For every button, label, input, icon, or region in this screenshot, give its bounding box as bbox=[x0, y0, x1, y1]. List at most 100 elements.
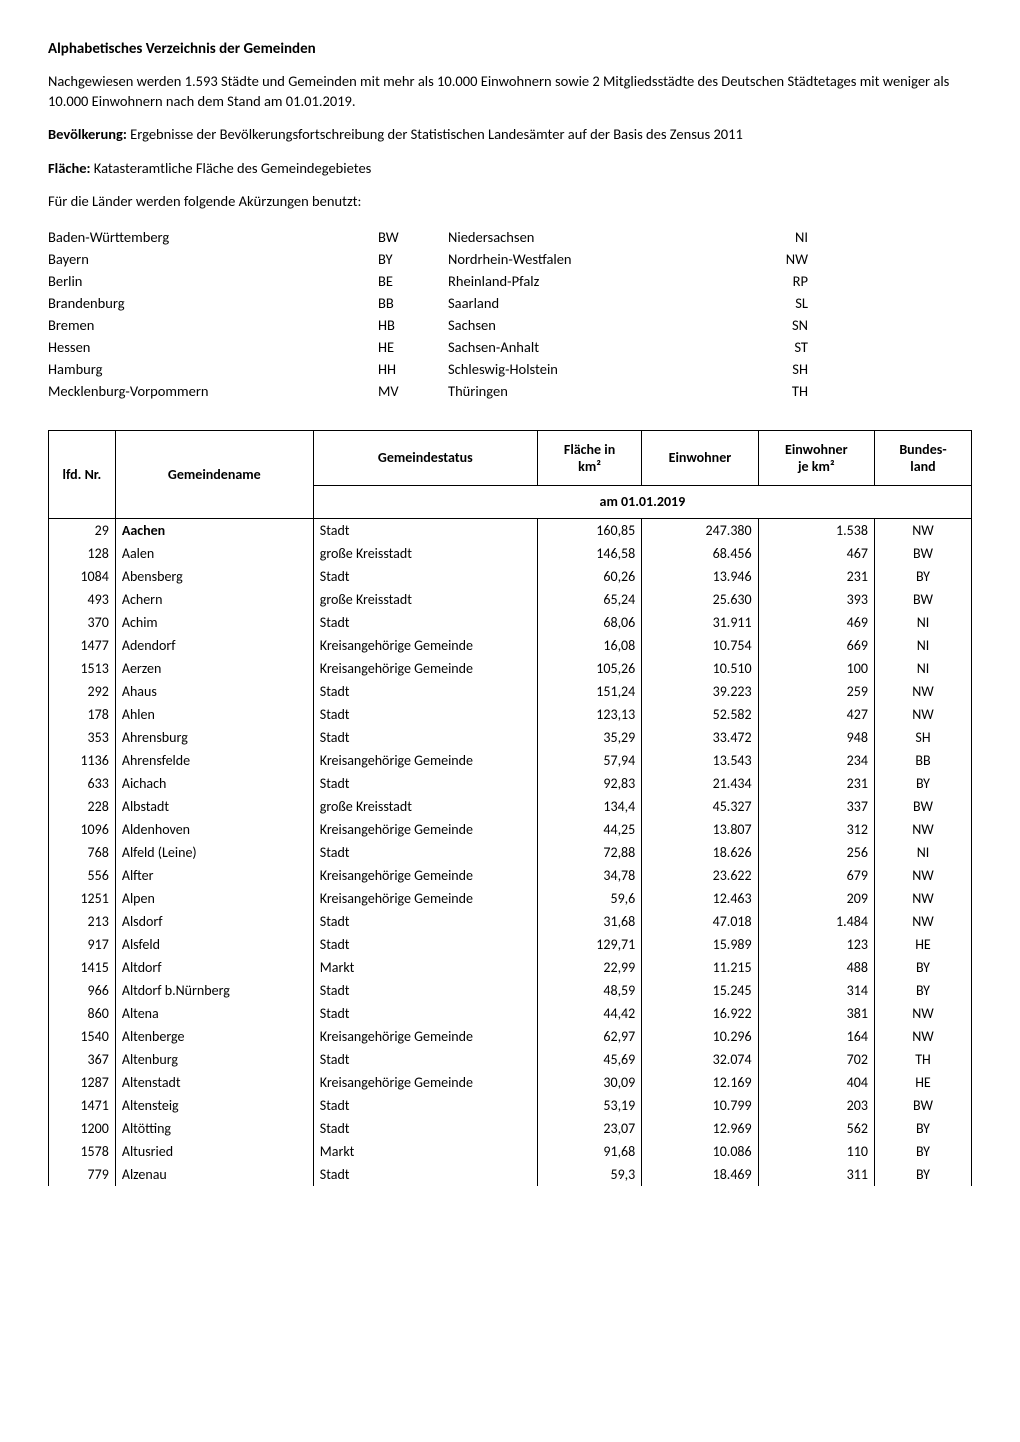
table-row: 178AhlenStadt123,1352.582427NW bbox=[49, 703, 972, 726]
cell-ewkm: 337 bbox=[758, 795, 874, 818]
cell-ewkm: 669 bbox=[758, 634, 874, 657]
cell-einwohner: 10.086 bbox=[642, 1140, 758, 1163]
table-row: 1578AltusriedMarkt91,6810.086110BY bbox=[49, 1140, 972, 1163]
cell-status: Kreisangehörige Gemeinde bbox=[313, 1071, 537, 1094]
cell-nr: 29 bbox=[49, 518, 116, 542]
cell-flaeche: 59,6 bbox=[537, 887, 641, 910]
abbrev-state-left: Bremen bbox=[48, 314, 378, 336]
cell-status: Stadt bbox=[313, 1163, 537, 1186]
abbrev-row: BremenHBSachsenSN bbox=[48, 314, 808, 336]
cell-nr: 1471 bbox=[49, 1094, 116, 1117]
table-row: 1477AdendorfKreisangehörige Gemeinde16,0… bbox=[49, 634, 972, 657]
table-row: 633AichachStadt92,8321.434231BY bbox=[49, 772, 972, 795]
cell-ewkm: 164 bbox=[758, 1025, 874, 1048]
abbrev-row: Baden-WürttembergBWNiedersachsenNI bbox=[48, 226, 808, 248]
table-row: 1084AbensbergStadt60,2613.946231BY bbox=[49, 565, 972, 588]
cell-einwohner: 15.989 bbox=[642, 933, 758, 956]
cell-land: NW bbox=[874, 887, 971, 910]
abbrev-code-right: SH bbox=[748, 358, 808, 380]
cell-ewkm: 393 bbox=[758, 588, 874, 611]
cell-nr: 353 bbox=[49, 726, 116, 749]
cell-flaeche: 129,71 bbox=[537, 933, 641, 956]
cell-nr: 1477 bbox=[49, 634, 116, 657]
cell-ewkm: 256 bbox=[758, 841, 874, 864]
cell-land: NI bbox=[874, 611, 971, 634]
table-row: 1287AltenstadtKreisangehörige Gemeinde30… bbox=[49, 1071, 972, 1094]
cell-nr: 178 bbox=[49, 703, 116, 726]
cell-ewkm: 231 bbox=[758, 772, 874, 795]
cell-status: Markt bbox=[313, 1140, 537, 1163]
cell-name: Achim bbox=[115, 611, 313, 634]
col-header-ewkm-l1: Einwohner bbox=[785, 441, 848, 458]
cell-flaeche: 34,78 bbox=[537, 864, 641, 887]
cell-ewkm: 467 bbox=[758, 542, 874, 565]
cell-ewkm: 381 bbox=[758, 1002, 874, 1025]
cell-ewkm: 562 bbox=[758, 1117, 874, 1140]
cell-land: NW bbox=[874, 518, 971, 542]
abbrev-state-right: Nordrhein-Westfalen bbox=[448, 248, 748, 270]
cell-flaeche: 22,99 bbox=[537, 956, 641, 979]
cell-einwohner: 39.223 bbox=[642, 680, 758, 703]
intro-paragraph-1: Nachgewiesen werden 1.593 Städte und Gem… bbox=[48, 72, 972, 111]
cell-nr: 1578 bbox=[49, 1140, 116, 1163]
cell-ewkm: 209 bbox=[758, 887, 874, 910]
abbrev-state-right: Thüringen bbox=[448, 380, 748, 402]
cell-einwohner: 45.327 bbox=[642, 795, 758, 818]
cell-name: Albstadt bbox=[115, 795, 313, 818]
abbrev-state-left: Brandenburg bbox=[48, 292, 378, 314]
table-row: 1251AlpenKreisangehörige Gemeinde59,612.… bbox=[49, 887, 972, 910]
abbrev-state-left: Hamburg bbox=[48, 358, 378, 380]
abbrev-code-left: BY bbox=[378, 248, 448, 270]
cell-name: Altusried bbox=[115, 1140, 313, 1163]
col-header-ewkm-l2: je km² bbox=[798, 458, 835, 475]
col-header-land-l2: land bbox=[910, 458, 935, 475]
abbrev-row: BrandenburgBBSaarlandSL bbox=[48, 292, 808, 314]
cell-flaeche: 146,58 bbox=[537, 542, 641, 565]
cell-flaeche: 44,42 bbox=[537, 1002, 641, 1025]
cell-name: Aalen bbox=[115, 542, 313, 565]
cell-name: Adendorf bbox=[115, 634, 313, 657]
cell-name: Aerzen bbox=[115, 657, 313, 680]
cell-flaeche: 134,4 bbox=[537, 795, 641, 818]
cell-nr: 779 bbox=[49, 1163, 116, 1186]
col-subheader-date: am 01.01.2019 bbox=[313, 485, 971, 518]
cell-flaeche: 160,85 bbox=[537, 518, 641, 542]
cell-einwohner: 18.626 bbox=[642, 841, 758, 864]
cell-nr: 1540 bbox=[49, 1025, 116, 1048]
cell-land: BB bbox=[874, 749, 971, 772]
cell-status: große Kreisstadt bbox=[313, 588, 537, 611]
abbrev-code-right: SN bbox=[748, 314, 808, 336]
cell-name: Altdorf b.Nürnberg bbox=[115, 979, 313, 1002]
table-row: 213AlsdorfStadt31,6847.0181.484NW bbox=[49, 910, 972, 933]
abbrev-code-right: NI bbox=[748, 226, 808, 248]
cell-nr: 1513 bbox=[49, 657, 116, 680]
table-row: 917AlsfeldStadt129,7115.989123HE bbox=[49, 933, 972, 956]
abbrev-code-left: HH bbox=[378, 358, 448, 380]
municipality-table: lfd. Nr. Gemeindename Gemeindestatus Flä… bbox=[48, 430, 972, 1186]
cell-einwohner: 31.911 bbox=[642, 611, 758, 634]
cell-status: Kreisangehörige Gemeinde bbox=[313, 1025, 537, 1048]
abbrev-code-right: SL bbox=[748, 292, 808, 314]
cell-ewkm: 234 bbox=[758, 749, 874, 772]
cell-land: NI bbox=[874, 634, 971, 657]
cell-ewkm: 1.538 bbox=[758, 518, 874, 542]
abbrev-state-left: Hessen bbox=[48, 336, 378, 358]
intro-p3-label: Fläche: bbox=[48, 159, 91, 177]
cell-nr: 633 bbox=[49, 772, 116, 795]
cell-land: NI bbox=[874, 657, 971, 680]
table-row: 860AltenaStadt44,4216.922381NW bbox=[49, 1002, 972, 1025]
table-row: 1540AltenbergeKreisangehörige Gemeinde62… bbox=[49, 1025, 972, 1048]
cell-nr: 1251 bbox=[49, 887, 116, 910]
cell-flaeche: 65,24 bbox=[537, 588, 641, 611]
cell-land: NW bbox=[874, 818, 971, 841]
table-row: 128Aalengroße Kreisstadt146,5868.456467B… bbox=[49, 542, 972, 565]
cell-flaeche: 92,83 bbox=[537, 772, 641, 795]
table-row: 493Acherngroße Kreisstadt65,2425.630393B… bbox=[49, 588, 972, 611]
cell-land: BY bbox=[874, 1140, 971, 1163]
cell-status: Stadt bbox=[313, 1002, 537, 1025]
cell-land: BW bbox=[874, 795, 971, 818]
cell-name: Altdorf bbox=[115, 956, 313, 979]
table-row: 228Albstadtgroße Kreisstadt134,445.32733… bbox=[49, 795, 972, 818]
cell-name: Altena bbox=[115, 1002, 313, 1025]
abbrev-state-right: Saarland bbox=[448, 292, 748, 314]
